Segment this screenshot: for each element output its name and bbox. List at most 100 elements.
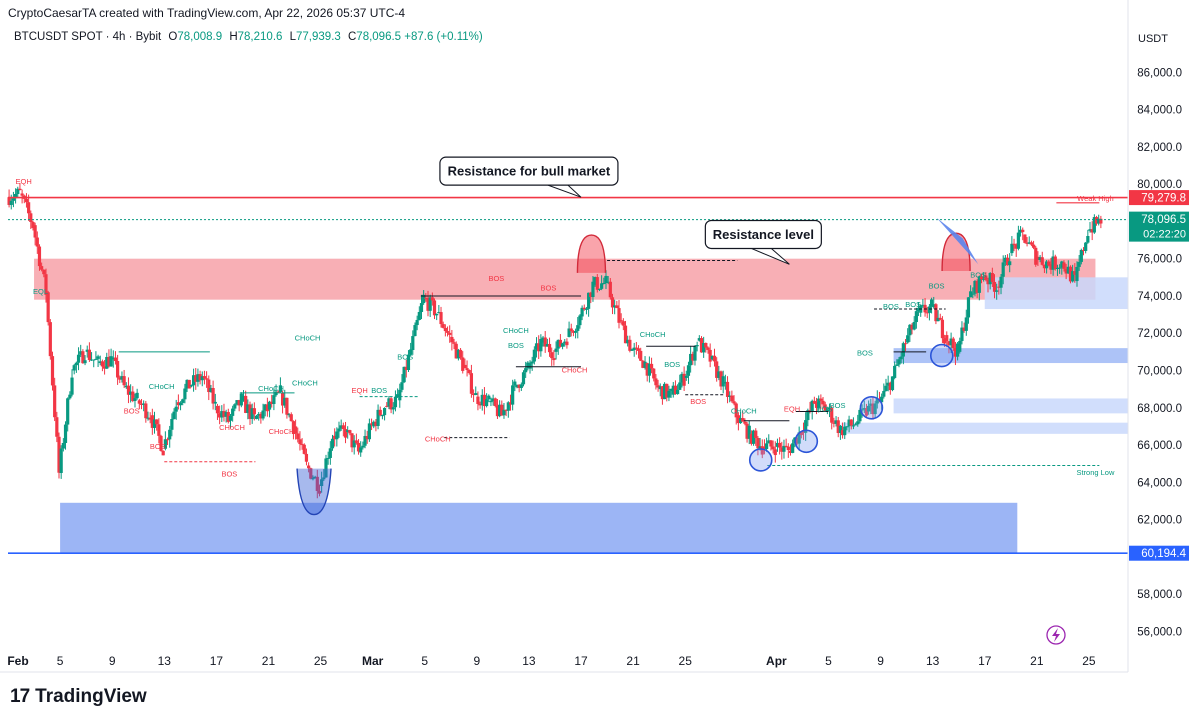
close-value: 78,096.5 [356, 31, 402, 43]
candle-body [706, 347, 710, 350]
structure-label: BOS [817, 404, 833, 413]
candle-body [396, 394, 400, 397]
demand-zone-4 [841, 422, 1128, 434]
candle-body [220, 411, 224, 418]
lightning-bolt [1052, 628, 1060, 642]
candle-body [751, 430, 756, 444]
candles [7, 182, 1103, 499]
candle-body [704, 343, 708, 348]
x-tick-label: 21 [1030, 654, 1044, 668]
candle-body [27, 202, 31, 214]
candle-body [100, 361, 105, 367]
candle-body [613, 305, 617, 308]
candle-body [591, 281, 595, 297]
candle-body [16, 188, 20, 195]
candle-body [187, 379, 191, 389]
candle-body [697, 338, 701, 341]
candle-body [1081, 249, 1086, 251]
candle-body [142, 403, 146, 405]
symbol-legend: BTCUSDT SPOT · 4h · Bybit O78,008.9 H78,… [14, 31, 483, 43]
candle-body [1023, 234, 1027, 243]
candle-body [432, 300, 437, 316]
candle-body [1064, 268, 1068, 274]
candle-body [743, 421, 747, 424]
candle-body [55, 417, 59, 437]
candle-body [1016, 232, 1020, 249]
candle-body [367, 423, 371, 440]
candle-body [654, 378, 658, 386]
candle-body [285, 397, 289, 415]
tradingview-brand[interactable]: 17 TradingView [10, 686, 147, 708]
candle-body [710, 355, 714, 360]
candle-body [528, 363, 532, 369]
candle-body [61, 442, 65, 449]
candle-body [719, 371, 723, 387]
y-tick-label: 84,000.0 [1137, 105, 1182, 117]
candle-body [374, 421, 378, 426]
candle-body [452, 342, 456, 344]
candle-body [417, 311, 421, 320]
candle-body [788, 450, 793, 453]
candle-body [428, 297, 432, 311]
candle-body [741, 418, 745, 422]
candle-body [170, 418, 174, 430]
candle-body [437, 312, 441, 314]
symbol-name[interactable]: BTCUSDT SPOT · 4h · Bybit [14, 31, 162, 43]
candle-body [623, 325, 628, 344]
candle-body [35, 237, 39, 247]
candle-body [834, 420, 838, 424]
x-tick-label: 17 [210, 654, 224, 668]
candle-body [680, 373, 684, 383]
candle-body [233, 404, 237, 409]
bottom-arc [296, 468, 332, 516]
candle-body [565, 341, 569, 346]
alert-lightning-icon[interactable] [1046, 625, 1066, 645]
candle-body [378, 409, 382, 416]
candle-body [363, 436, 367, 446]
x-tick-label: 9 [473, 654, 480, 668]
x-tick-label: 13 [926, 654, 940, 668]
candle-body [198, 374, 202, 381]
candle-body [708, 349, 712, 362]
candle-body [76, 354, 81, 363]
candle-body [1029, 242, 1034, 245]
candle-body [712, 355, 717, 362]
candle-body [782, 445, 786, 452]
candle-body [7, 197, 11, 205]
candle-body [593, 277, 597, 285]
candle-body [645, 363, 649, 376]
candle-body [339, 425, 343, 429]
candle-body [875, 398, 879, 404]
candle-body [139, 403, 144, 405]
candle-body [118, 377, 122, 380]
candle-body [571, 331, 576, 333]
candle-body [649, 363, 654, 369]
candle-body [302, 444, 306, 454]
x-tick-label: Mar [362, 654, 384, 668]
candle-body [552, 358, 556, 361]
candle-body [643, 361, 647, 368]
candle-body [53, 385, 57, 418]
candle-body [335, 431, 339, 440]
candle-body [415, 319, 419, 326]
candle-body [85, 349, 89, 352]
candle-body [958, 340, 962, 352]
candle-body [413, 325, 417, 337]
candle-body [617, 308, 621, 323]
x-tick-label: 17 [978, 654, 992, 668]
candle-body [324, 458, 328, 478]
candle-body [962, 327, 966, 331]
structure-label: BOS [150, 442, 166, 451]
candle-body [356, 442, 361, 452]
structure-label: BOS [857, 349, 873, 358]
candle-body [573, 330, 578, 333]
candle-body [732, 401, 736, 404]
candle-body [485, 399, 489, 407]
candle-body [986, 279, 990, 285]
candle-body [207, 379, 211, 393]
candle-body [469, 373, 474, 394]
candle-body [801, 430, 806, 433]
candle-body [280, 392, 285, 406]
candle-body [795, 437, 799, 444]
